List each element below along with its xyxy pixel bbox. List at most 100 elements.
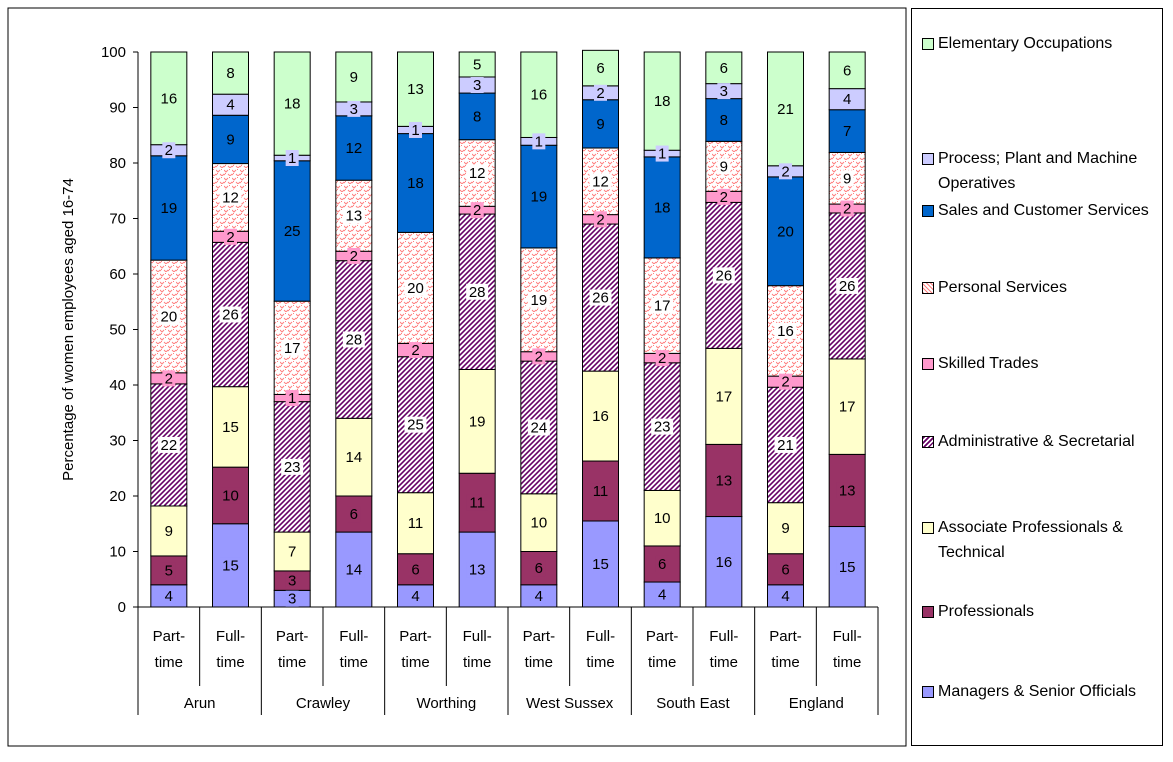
data-label-bg [840, 62, 854, 79]
data-label-bg [157, 90, 180, 107]
x-tick-label: Full- [216, 628, 245, 645]
data-label: 10 [222, 487, 239, 504]
x-tick-label: Full- [586, 628, 615, 645]
data-label-bg [655, 350, 669, 367]
data-label: 6 [411, 561, 419, 578]
y-tick-label: 40 [109, 377, 126, 394]
data-label: 26 [592, 290, 609, 307]
data-label: 2 [781, 374, 789, 391]
data-label: 2 [781, 163, 789, 180]
data-label-bg [162, 587, 176, 604]
legend-item: Sales and Customer Services [922, 198, 1158, 223]
x-tick-label: time [278, 654, 306, 671]
data-label-bg [347, 100, 361, 117]
data-label: 6 [350, 506, 358, 523]
legend-label: Process; Plant and Machine Operatives [938, 150, 1138, 192]
data-label: 9 [596, 116, 604, 133]
data-label-bg [589, 289, 612, 306]
data-label: 2 [226, 229, 234, 246]
data-label-bg [157, 308, 180, 325]
data-label-bg [219, 418, 242, 435]
data-label: 4 [843, 91, 851, 108]
data-label-bg [712, 472, 735, 489]
data-label-bg [655, 145, 669, 162]
data-label: 7 [288, 544, 296, 561]
data-label: 9 [720, 158, 728, 175]
data-label: 2 [535, 348, 543, 365]
data-label: 14 [345, 562, 362, 579]
data-label: 6 [843, 62, 851, 79]
data-label-bg [162, 562, 176, 579]
data-label: 16 [160, 90, 177, 107]
data-label-bg [655, 555, 669, 572]
data-label-bg [162, 522, 176, 539]
data-label-bg [409, 561, 422, 578]
data-label-bg [651, 93, 674, 110]
data-label-bg [527, 291, 550, 308]
data-label-bg [840, 170, 854, 187]
data-label-bg [466, 283, 489, 300]
data-label: 23 [284, 459, 301, 476]
legend-label: Associate Professionals & Technical [938, 519, 1123, 561]
x-tick-label: Full- [709, 628, 738, 645]
data-label: 2 [843, 201, 851, 218]
data-label: 13 [407, 81, 424, 98]
data-label-bg [347, 506, 361, 523]
data-label: 2 [658, 350, 666, 367]
data-label: 9 [350, 69, 358, 86]
data-label-bg [717, 59, 731, 76]
data-label: 11 [469, 495, 485, 512]
data-label-bg [836, 398, 859, 415]
x-tick-label: Full- [339, 628, 368, 645]
data-label: 15 [592, 556, 609, 573]
data-label-bg [285, 543, 299, 560]
data-label-bg [470, 202, 484, 219]
data-label: 9 [226, 131, 234, 148]
data-label-bg [774, 322, 797, 339]
data-label-bg [466, 561, 489, 578]
y-tick-label: 10 [109, 544, 126, 561]
x-tick-label: Full- [833, 628, 862, 645]
data-label: 8 [226, 65, 234, 82]
data-label-bg [840, 123, 854, 140]
data-label: 3 [473, 77, 481, 94]
data-label: 1 [658, 146, 666, 163]
data-label: 6 [658, 556, 666, 573]
y-tick-label: 0 [118, 599, 126, 616]
data-label-bg [281, 339, 304, 356]
x-tick-label: Part- [646, 628, 679, 645]
y-tick-label: 90 [109, 100, 126, 117]
data-label: 16 [715, 554, 732, 571]
x-tick-label: Full- [463, 628, 492, 645]
data-label-bg [470, 56, 484, 73]
data-label: 2 [165, 142, 173, 159]
legend-swatch [922, 38, 934, 50]
data-label-bg [527, 188, 550, 205]
data-label: 17 [284, 340, 301, 357]
data-label: 11 [408, 515, 424, 532]
data-label: 16 [530, 87, 547, 104]
data-label: 3 [350, 101, 358, 118]
y-tick-label: 60 [109, 266, 126, 283]
data-label: 7 [843, 123, 851, 140]
data-label-bg [651, 418, 674, 435]
legend-swatch [922, 436, 934, 448]
chart-area-border [7, 7, 907, 747]
data-label-bg [342, 449, 365, 466]
data-label-bg [712, 267, 735, 284]
legend-swatch [922, 522, 934, 534]
data-label: 3 [288, 573, 296, 590]
legend-label: Sales and Customer Services [938, 202, 1149, 219]
data-label: 1 [535, 133, 543, 150]
group-label: West Sussex [526, 695, 614, 712]
legend-swatch [922, 358, 934, 370]
data-label-bg [779, 373, 792, 390]
data-label-bg [532, 133, 546, 150]
data-label-bg [285, 572, 299, 589]
data-label: 4 [411, 588, 419, 605]
data-label-bg [717, 83, 731, 100]
data-label: 2 [473, 202, 481, 219]
data-label-bg [651, 510, 674, 527]
data-label: 15 [839, 559, 856, 576]
